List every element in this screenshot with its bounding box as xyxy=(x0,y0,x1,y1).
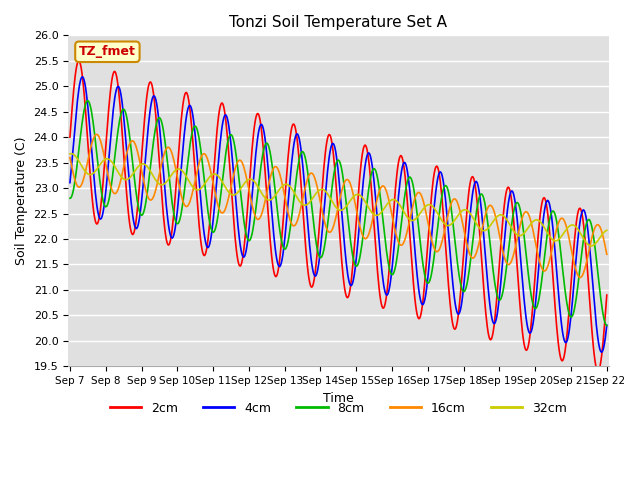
2cm xyxy=(77,61,84,67)
4cm xyxy=(603,323,611,328)
16cm xyxy=(404,224,412,230)
4cm xyxy=(404,174,412,180)
16cm xyxy=(66,155,74,160)
2cm xyxy=(75,58,83,64)
32cm xyxy=(588,243,595,249)
32cm xyxy=(66,151,74,157)
16cm xyxy=(132,143,140,148)
32cm xyxy=(404,216,412,221)
Line: 32cm: 32cm xyxy=(70,154,607,246)
32cm xyxy=(214,174,222,180)
16cm xyxy=(214,204,222,210)
32cm xyxy=(186,180,194,186)
Line: 2cm: 2cm xyxy=(70,61,607,372)
4cm xyxy=(598,349,605,355)
8cm xyxy=(66,195,74,201)
32cm xyxy=(420,205,428,211)
Line: 8cm: 8cm xyxy=(70,101,607,325)
16cm xyxy=(93,132,100,137)
32cm xyxy=(68,151,76,156)
8cm xyxy=(420,267,428,273)
16cm xyxy=(186,198,194,204)
Text: TZ_fmet: TZ_fmet xyxy=(79,45,136,58)
16cm xyxy=(420,201,428,206)
2cm xyxy=(404,210,412,216)
2cm xyxy=(594,369,602,374)
2cm xyxy=(132,221,140,227)
4cm xyxy=(214,157,222,163)
8cm xyxy=(603,323,611,328)
4cm xyxy=(420,300,428,306)
8cm xyxy=(76,140,83,146)
Legend: 2cm, 4cm, 8cm, 16cm, 32cm: 2cm, 4cm, 8cm, 16cm, 32cm xyxy=(105,396,572,420)
4cm xyxy=(79,74,86,80)
2cm xyxy=(420,289,428,295)
8cm xyxy=(404,176,412,182)
16cm xyxy=(603,252,611,257)
4cm xyxy=(132,225,140,231)
32cm xyxy=(132,167,140,173)
Line: 16cm: 16cm xyxy=(70,134,607,277)
4cm xyxy=(186,103,194,108)
Line: 4cm: 4cm xyxy=(70,77,607,352)
8cm xyxy=(132,186,140,192)
8cm xyxy=(186,141,194,146)
32cm xyxy=(603,228,611,233)
8cm xyxy=(214,209,222,215)
32cm xyxy=(77,161,84,167)
Y-axis label: Soil Temperature (C): Soil Temperature (C) xyxy=(15,137,28,265)
16cm xyxy=(576,275,584,280)
8cm xyxy=(84,98,92,104)
2cm xyxy=(214,114,222,120)
2cm xyxy=(66,134,74,140)
Title: Tonzi Soil Temperature Set A: Tonzi Soil Temperature Set A xyxy=(229,15,447,30)
X-axis label: Time: Time xyxy=(323,392,354,405)
16cm xyxy=(76,184,83,190)
2cm xyxy=(603,292,611,298)
2cm xyxy=(186,108,194,114)
4cm xyxy=(76,82,83,87)
4cm xyxy=(66,180,74,186)
